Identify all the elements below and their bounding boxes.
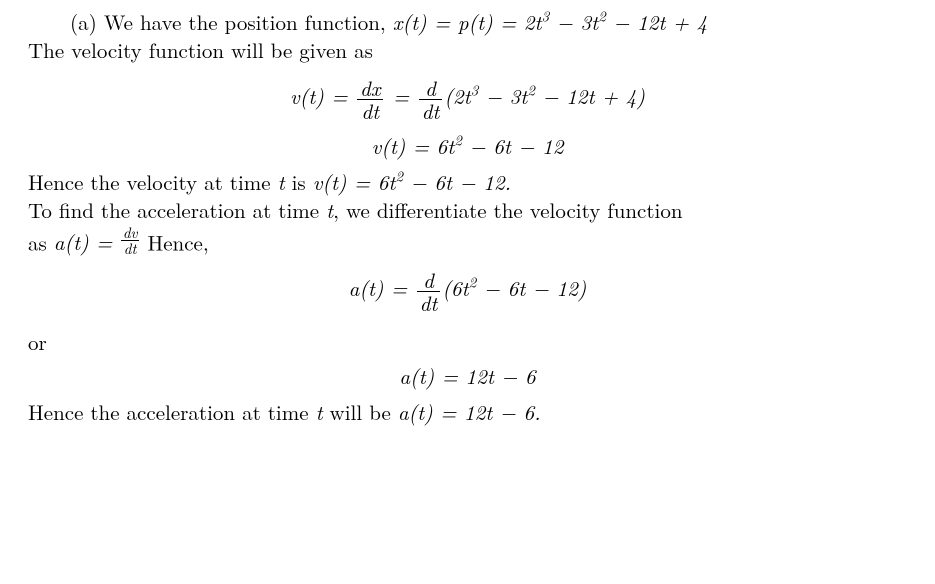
equation-v-result: v(t) = 6t2 − 6t − 12 — [28, 132, 907, 160]
para-position-function: (a) We have the position function, x(t) … — [28, 8, 907, 36]
equation-v-derivation: v(t) = dxdt = ddt(2t3 − 3t2 − 12t + 4) — [28, 77, 907, 122]
fraction-d-dt: ddt — [419, 77, 443, 122]
math: v(t) = dxdt = ddt(2t3 − 3t2 − 12t + 4) — [290, 81, 645, 111]
para-accel-intro-1: To find the acceleration at time t, we d… — [28, 196, 907, 224]
equation-a-derivation: a(t) = ddt(6t2 − 6t − 12) — [28, 269, 907, 314]
math-inline: x(t) = p(t) = 2t3 − 3t2 − 12t + 4 — [393, 7, 708, 37]
math: v(t) = 6t2 − 6t − 12 — [372, 131, 564, 161]
para-velocity-intro: The velocity function will be given as — [28, 36, 907, 64]
document-body: (a) We have the position function, x(t) … — [0, 0, 935, 435]
math: a(t) = ddt(6t2 − 6t − 12) — [349, 273, 587, 303]
equation-a-result: a(t) = 12t − 6 — [28, 362, 907, 390]
para-velocity-result: Hence the velocity at time t is v(t) = 6… — [28, 168, 907, 196]
text: (a) We have the position function, — [70, 7, 393, 37]
para-accel-intro-2: as a(t) = dvdt Hence, — [28, 225, 907, 257]
para-accel-result: Hence the acceleration at time t will be… — [28, 398, 907, 426]
fraction-dv-dt-inline: dvdt — [121, 225, 140, 256]
fraction-dx-dt: dxdt — [357, 77, 383, 122]
math: a(t) = 12t − 6 — [399, 361, 535, 391]
text-or: or — [28, 328, 907, 356]
fraction-d-dt: ddt — [417, 269, 441, 314]
